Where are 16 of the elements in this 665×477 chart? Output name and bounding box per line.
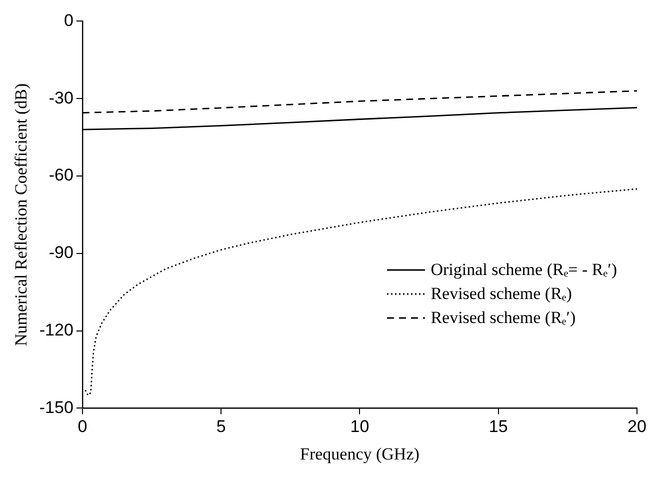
x-tick-label: 10 (350, 417, 370, 436)
y-tick-label: -90 (48, 243, 74, 262)
y-tick-label: -60 (48, 166, 74, 185)
x-axis-title: Frequency (GHz) (300, 444, 420, 464)
legend-label: Original scheme (Rₑ= - Rₑ′) (430, 259, 617, 281)
y-tick-label: -120 (39, 320, 74, 340)
legend-label: Revised scheme (Rₑ) (430, 283, 572, 305)
x-tick-label: 5 (216, 417, 226, 436)
x-tick-label: 0 (78, 417, 88, 436)
legend-label: Revised scheme (Rₑ′) (430, 307, 576, 329)
y-axis-title: Numerical Reflection Coefficient (dB) (12, 83, 31, 346)
y-tick-label: -150 (39, 398, 74, 417)
y-tick-label: 0 (64, 10, 74, 30)
x-tick-label: 15 (488, 417, 508, 436)
y-tick-label: -30 (48, 88, 74, 108)
x-tick-label: 20 (628, 417, 646, 436)
